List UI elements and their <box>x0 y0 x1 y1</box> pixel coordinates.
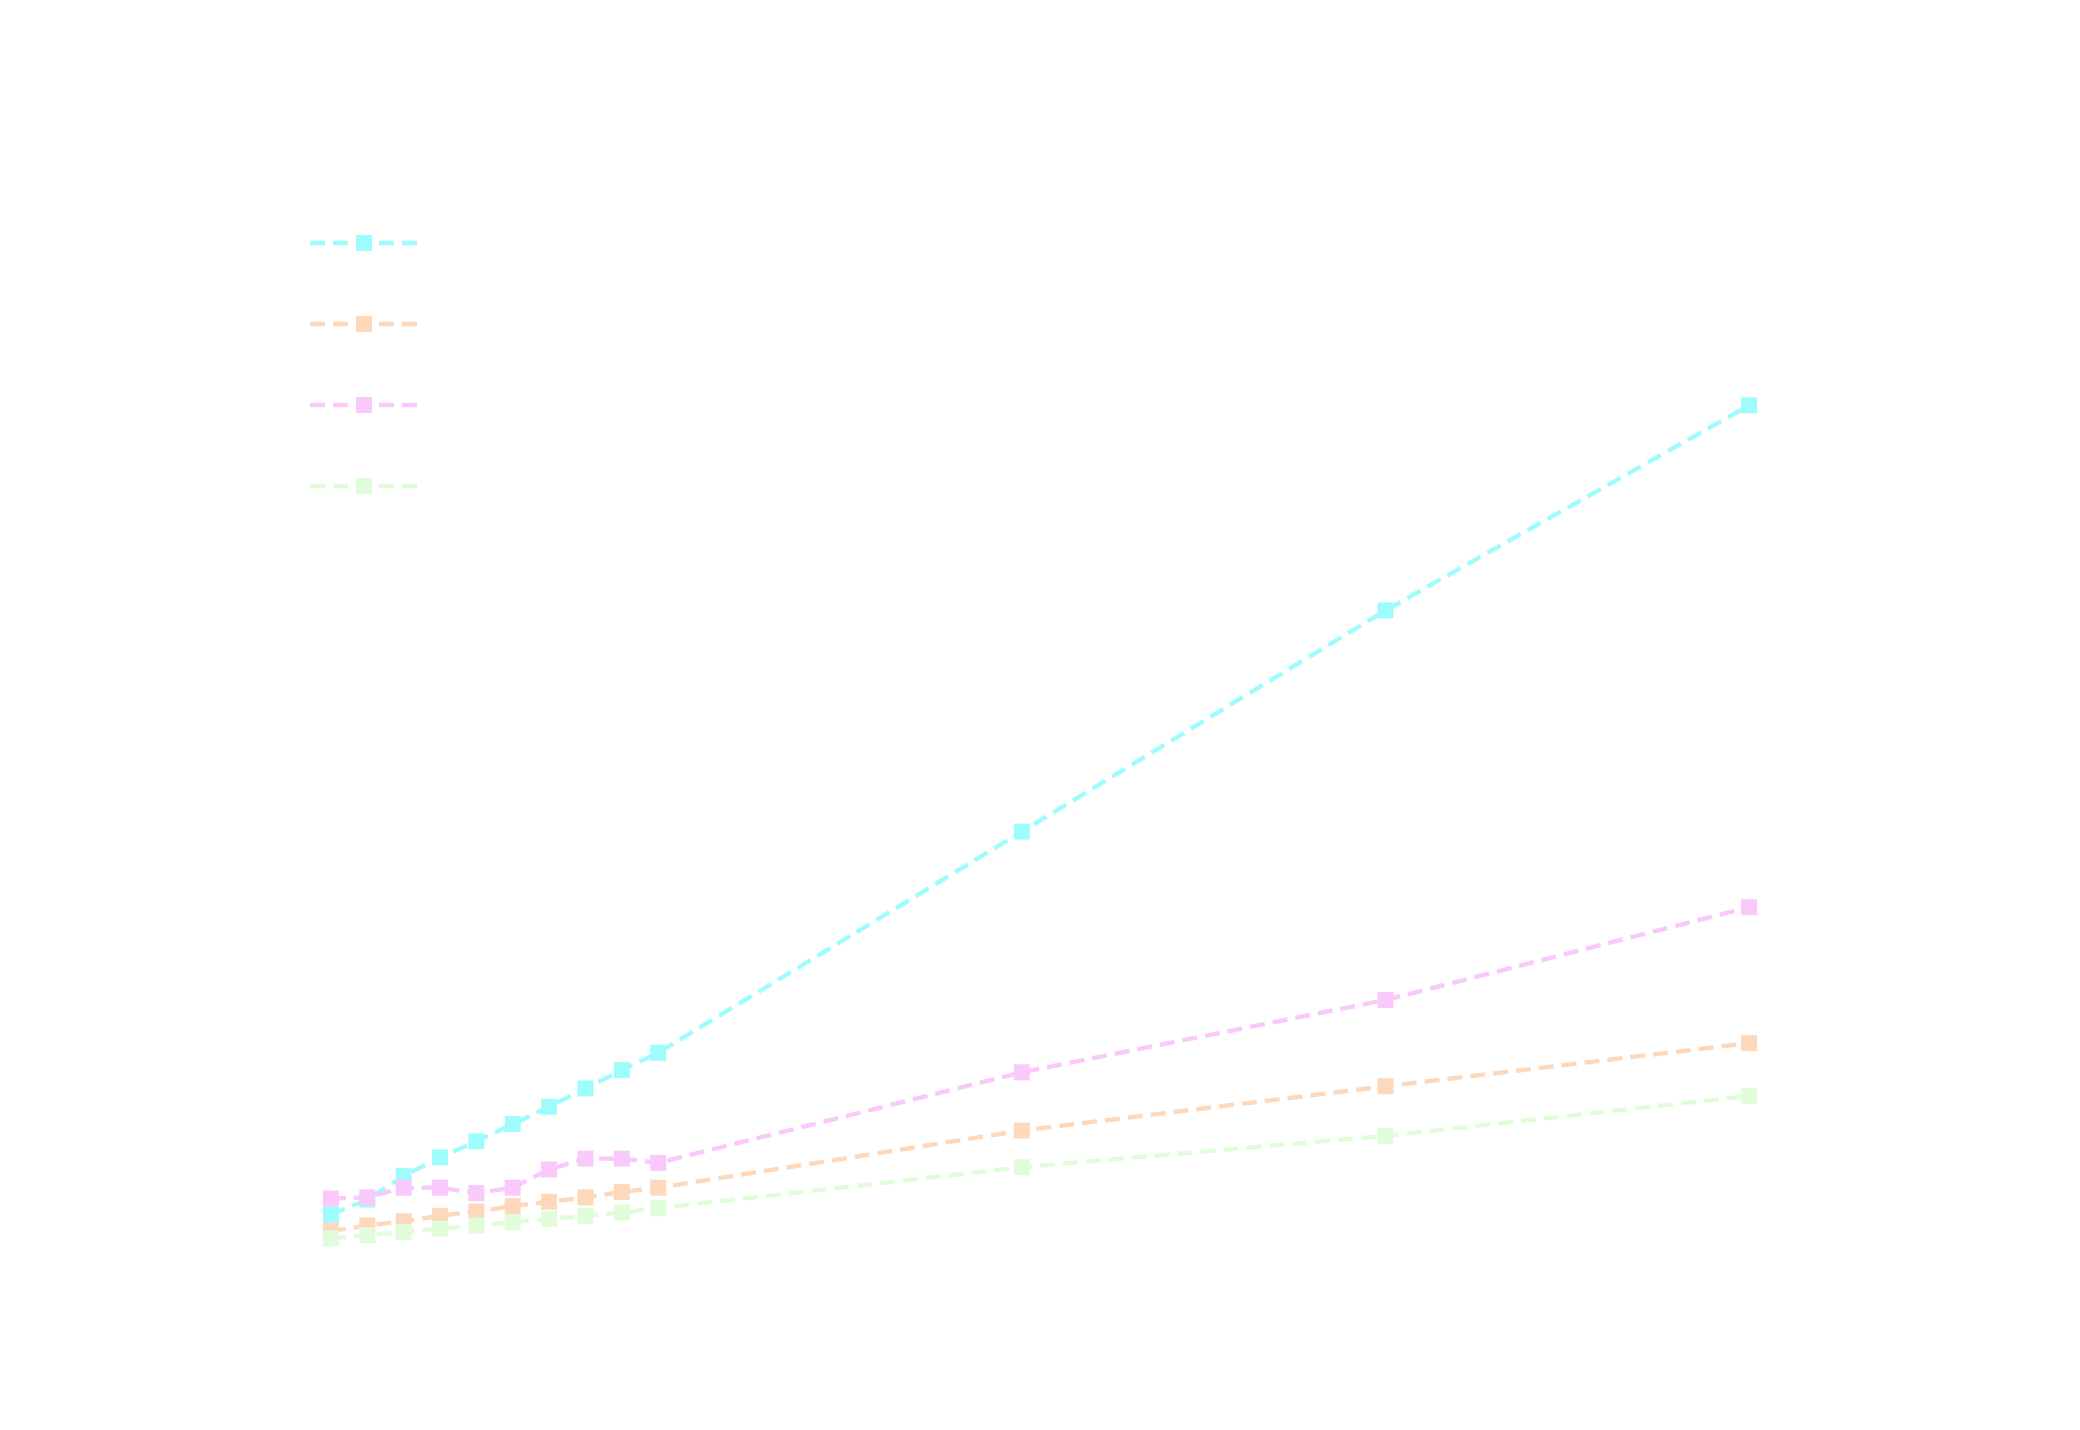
series-3-point-2 <box>395 1179 412 1196</box>
series-4-point-4 <box>468 1217 485 1234</box>
series-3-point-7 <box>577 1150 594 1167</box>
series-4 <box>322 1088 1758 1247</box>
legend-marker-4 <box>356 478 372 494</box>
series-3-point-11 <box>1377 992 1394 1008</box>
series-1-point-7 <box>577 1080 594 1097</box>
series-4-point-7 <box>577 1207 594 1224</box>
series-4-point-6 <box>541 1211 558 1227</box>
series-3-point-1 <box>359 1189 376 1206</box>
series-2-point-7 <box>577 1189 594 1206</box>
series-3-point-3 <box>432 1179 448 1196</box>
series-1-point-6 <box>541 1098 558 1115</box>
series-3-point-9 <box>650 1154 667 1171</box>
series-1-point-11 <box>1377 602 1394 619</box>
legend-entry-3 <box>310 397 418 413</box>
series-1-point-5 <box>504 1116 521 1133</box>
series-4-point-2 <box>395 1224 412 1240</box>
series-1-point-4 <box>468 1133 485 1150</box>
series-4-point-12 <box>1741 1088 1758 1104</box>
legend <box>310 235 418 494</box>
series-4-point-5 <box>504 1214 521 1231</box>
legend-entry-2 <box>310 316 418 332</box>
series-3 <box>322 899 1758 1207</box>
series-1-point-0 <box>322 1206 339 1223</box>
series-4-point-10 <box>1013 1159 1030 1176</box>
series-4-point-0 <box>322 1230 339 1247</box>
series-1-point-3 <box>432 1149 448 1166</box>
series-4-point-3 <box>432 1220 448 1237</box>
series-3-point-0 <box>322 1190 339 1207</box>
series-1-point-9 <box>650 1044 667 1061</box>
legend-marker-1 <box>356 235 372 251</box>
series-2-point-8 <box>613 1184 630 1200</box>
series-4-point-11 <box>1377 1127 1394 1144</box>
series-4-point-1 <box>359 1227 376 1244</box>
series-2-point-4 <box>468 1203 485 1220</box>
series-4-point-9 <box>650 1200 667 1217</box>
series-3-point-5 <box>504 1179 521 1196</box>
series-3-point-6 <box>541 1161 558 1178</box>
series-3-point-12 <box>1741 899 1758 916</box>
series-2-point-10 <box>1013 1122 1030 1139</box>
series-1-point-8 <box>613 1062 630 1079</box>
series-3-line <box>330 905 1750 1201</box>
series-2-point-3 <box>432 1207 448 1224</box>
series-4-point-8 <box>613 1204 630 1221</box>
series-2-point-11 <box>1377 1078 1394 1095</box>
series-3-point-4 <box>468 1185 485 1202</box>
series-2-point-5 <box>504 1198 521 1215</box>
series-3-point-8 <box>613 1150 630 1167</box>
legend-marker-2 <box>356 316 372 332</box>
series-2-point-6 <box>541 1193 558 1210</box>
series-1 <box>322 397 1758 1223</box>
legend-entry-4 <box>310 478 418 494</box>
series-1-point-10 <box>1013 823 1030 840</box>
series-2-point-12 <box>1741 1035 1758 1052</box>
series-2-point-9 <box>650 1179 667 1196</box>
series-2 <box>322 1035 1758 1239</box>
series-layer <box>322 397 1758 1247</box>
legend-entry-1 <box>310 235 418 251</box>
series-1-point-12 <box>1741 397 1758 414</box>
series-1-line <box>330 403 1751 1217</box>
series-3-point-10 <box>1013 1064 1030 1081</box>
legend-marker-3 <box>356 397 372 413</box>
